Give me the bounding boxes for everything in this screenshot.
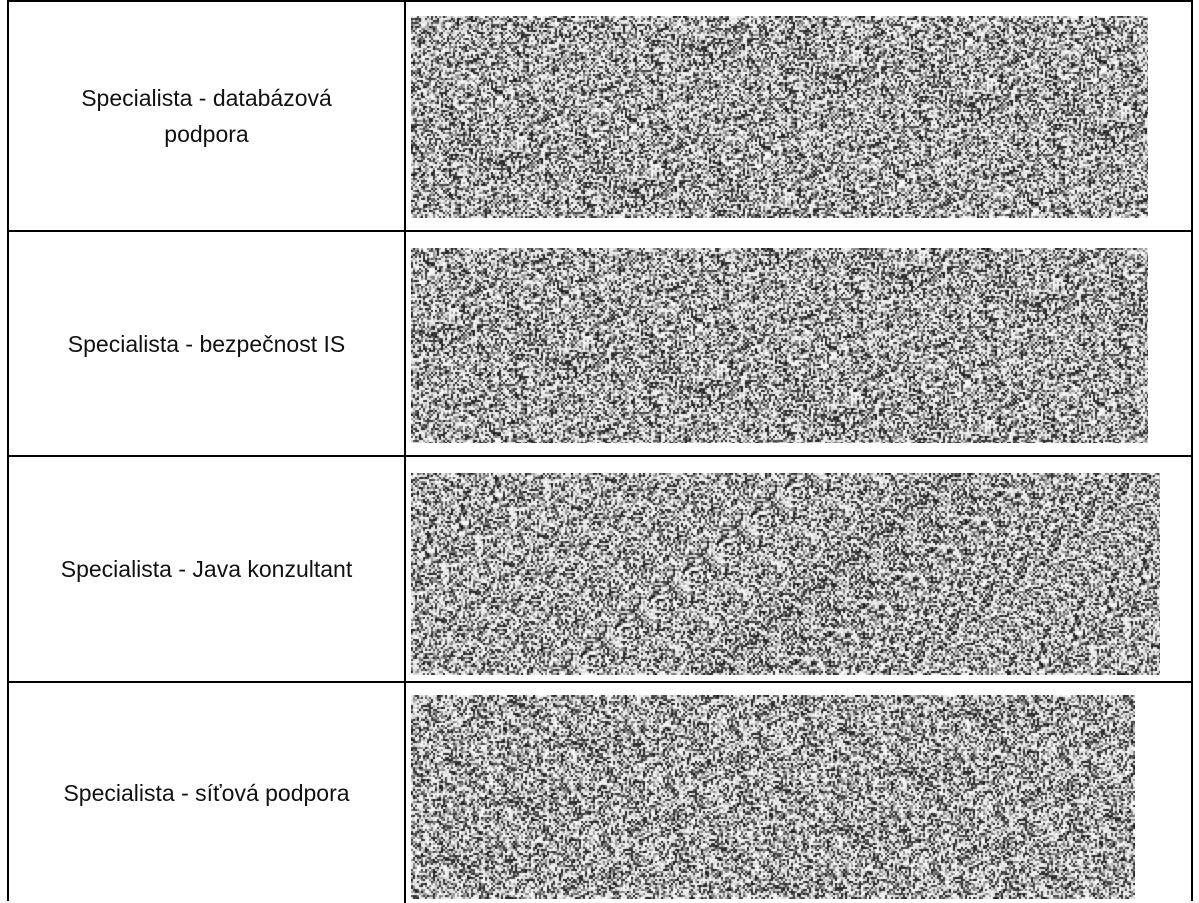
role-label: Specialista - Java konzultant [60, 556, 353, 582]
role-label-cell: Specialista - databázová podpora [9, 2, 406, 230]
role-label-cell: Specialista - bezpečnost IS [9, 232, 406, 455]
noise-image [411, 16, 1148, 218]
role-label: Specialista - databázová podpora [81, 85, 332, 147]
image-cell [406, 457, 1191, 681]
role-label-cell: Specialista - síťová podpora [9, 683, 406, 903]
table-row: Specialista - Java konzultant [9, 457, 1191, 683]
role-label: Specialista - bezpečnost IS [67, 330, 346, 357]
noise-image [411, 695, 1135, 899]
table-row: Specialista - síťová podpora [9, 683, 1191, 903]
noise-image [411, 473, 1160, 675]
table-row: Specialista - bezpečnost IS [9, 232, 1191, 457]
role-label-cell: Specialista - Java konzultant [9, 457, 406, 681]
image-cell [406, 2, 1191, 230]
image-cell [406, 683, 1191, 903]
image-cell [406, 232, 1191, 455]
table-row: Specialista - databázová podpora [9, 2, 1191, 232]
roles-table: Specialista - databázová podpora Special… [7, 0, 1193, 903]
role-label: Specialista - síťová podpora [63, 780, 350, 806]
noise-image [411, 248, 1148, 443]
